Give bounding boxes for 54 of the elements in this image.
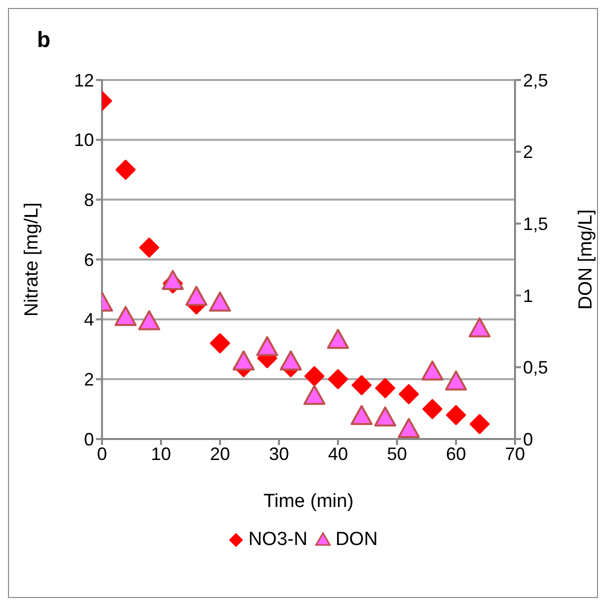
point [327,328,349,349]
x-axis-title: Time (min) [263,491,354,512]
point [398,384,419,404]
y-tick-label: 4 [84,310,94,330]
y2-tick-label: 0 [523,429,534,450]
y-tick-label: 0 [84,429,94,450]
point [304,366,324,386]
point [114,306,137,326]
y2-tick-label: 2,5 [523,70,548,90]
point [445,370,467,391]
x-tick-label: 50 [386,444,408,464]
x-tick-label: 0 [96,444,108,464]
y2-tick-label: 1 [523,286,534,306]
x-tick-label: 40 [328,444,348,464]
point [374,406,396,426]
point [422,399,442,420]
point [303,384,326,405]
legend-label: NO3-N [248,529,308,551]
point [210,333,230,354]
y2-tick-label: 0,5 [523,358,548,378]
legend-label: DON [335,529,378,551]
point [185,286,208,306]
point [232,350,255,370]
point [398,418,420,438]
point [138,310,160,330]
point [209,292,231,312]
y-tick-label: 10 [74,130,94,150]
x-tick-label: 30 [268,444,290,464]
point [470,414,490,434]
y2-tick-label: 1,5 [523,214,548,234]
point [375,378,396,398]
y-tick-label: 6 [84,250,94,270]
point [116,160,136,180]
y2-axis-title: DON [mg/L] [576,209,597,310]
point [352,375,372,396]
point [162,270,184,290]
point [139,238,160,258]
x-tick-label: 10 [150,444,172,464]
y-axis-title: Nitrate [mg/L] [22,202,43,317]
y-tick-label: 12 [74,70,94,90]
point [446,405,466,426]
point [328,369,348,390]
x-tick-label: 70 [504,444,526,464]
point [421,360,444,381]
y-tick-label: 8 [84,190,94,210]
point [256,336,278,356]
point [468,317,491,338]
point [280,350,302,370]
chart-title: b [37,27,50,53]
y2-tick-label: 2 [523,142,534,162]
point [350,405,373,426]
x-tick-label: 20 [210,444,230,464]
x-tick-label: 60 [446,444,466,464]
y-tick-label: 2 [84,370,94,390]
